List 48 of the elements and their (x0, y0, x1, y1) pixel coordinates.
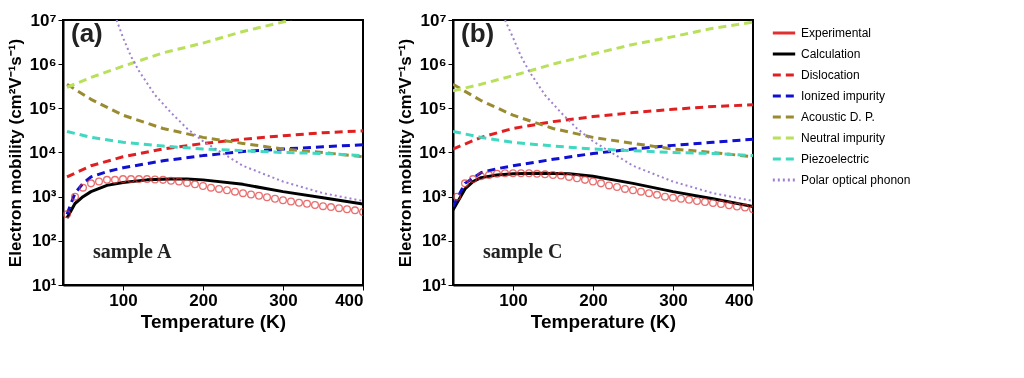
line-series (65, 82, 363, 159)
y-axis-title: Electron mobility (cm²V⁻¹s⁻¹) (396, 38, 416, 268)
annotation: sample C (483, 240, 563, 263)
legend-label: Ionized impurity (801, 89, 886, 103)
legend-label: Acoustic D. P. (801, 110, 875, 124)
line-series (115, 20, 363, 202)
line-series (453, 129, 753, 158)
y-axis-title: Electron mobility (cm²V⁻¹s⁻¹) (6, 38, 26, 268)
line-series (65, 143, 363, 216)
y-tick-label: 10³ (421, 187, 447, 207)
x-tick-label: 200 (579, 290, 608, 310)
legend-label: Calculation (801, 47, 861, 61)
y-tick-label: 10⁶ (29, 54, 57, 74)
y-tick-label: 10⁴ (29, 143, 57, 162)
y-tick-label: 10⁶ (419, 54, 447, 74)
x-tick-label: 300 (269, 290, 298, 310)
x-tick-label: 100 (109, 290, 138, 310)
y-tick-label: 10² (31, 231, 57, 251)
legend-label: Experimental (801, 26, 872, 40)
y-tick-label: 10⁷ (420, 10, 447, 30)
y-tick-label: 10⁷ (30, 10, 57, 30)
annotation: (b) (461, 18, 495, 48)
x-axis-title: Temperature (K) (530, 310, 677, 332)
x-tick-label: 200 (189, 290, 218, 310)
line-series (453, 137, 753, 208)
line-series (65, 129, 363, 158)
x-tick-label: 100 (499, 290, 528, 310)
y-tick-label: 10⁵ (419, 98, 447, 118)
legend-label: Dislocation (801, 68, 860, 82)
line-series (504, 20, 753, 202)
y-tick-label: 10⁴ (419, 143, 447, 162)
y-tick-label: 10² (421, 231, 447, 251)
y-tick-label: 10¹ (31, 275, 57, 295)
annotation: (a) (71, 18, 103, 48)
line-series (453, 20, 753, 93)
annotation: sample A (93, 240, 172, 263)
line-series (453, 103, 753, 151)
x-tick-label: 300 (659, 290, 688, 310)
legend-label: Piezoelectric (801, 152, 870, 166)
y-tick-label: 10³ (31, 187, 57, 207)
line-series (65, 129, 363, 179)
y-tick-label: 10¹ (421, 275, 447, 295)
x-axis-title: Temperature (K) (140, 310, 287, 332)
legend-label: Neutral impurity (801, 131, 886, 145)
y-tick-label: 10⁵ (29, 98, 57, 118)
legend-label: Polar optical phonon (801, 173, 911, 187)
x-tick-label: 400 (335, 290, 364, 310)
x-tick-label: 400 (725, 290, 754, 310)
